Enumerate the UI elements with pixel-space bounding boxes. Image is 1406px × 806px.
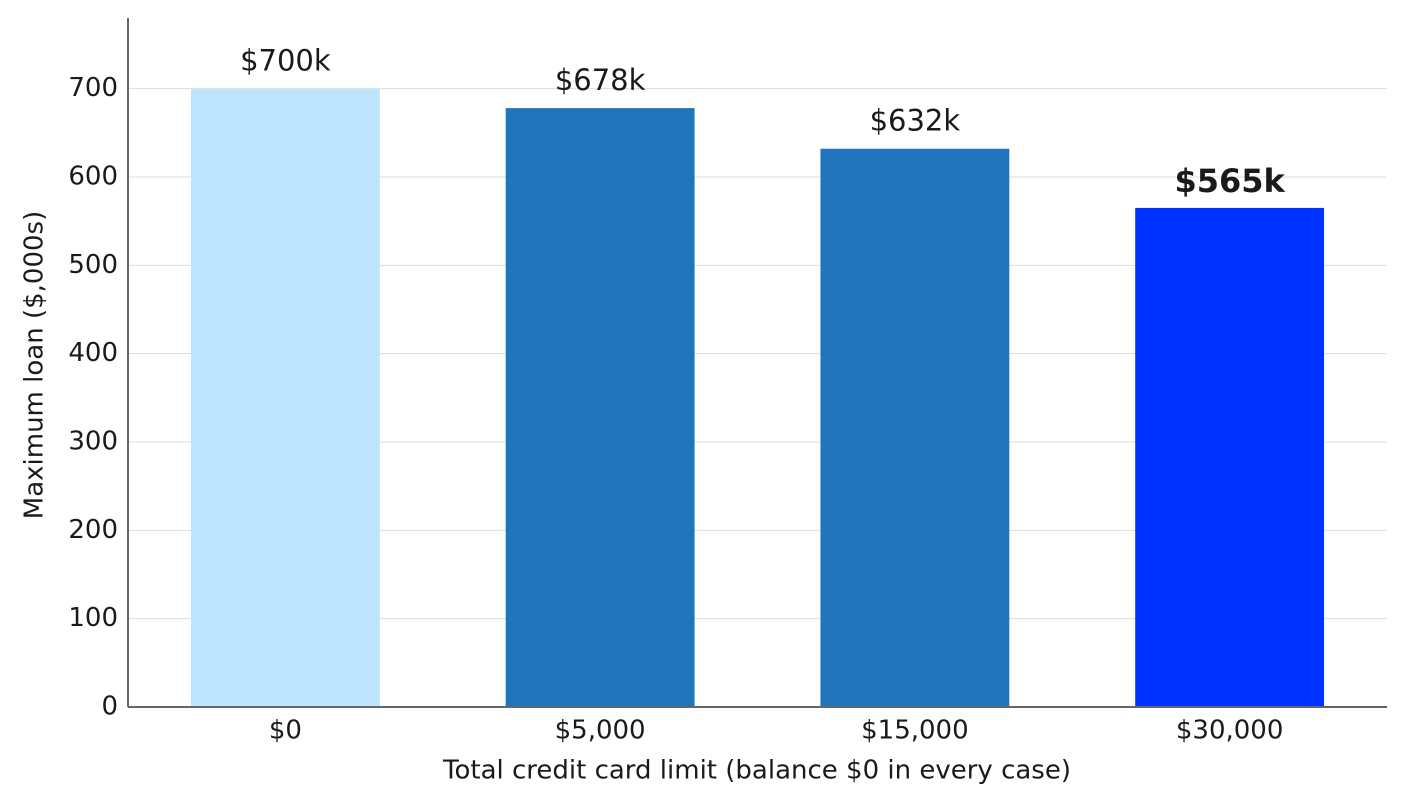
x-tick-label: $0 [269,716,302,746]
value-label: $678k [555,63,646,97]
x-tick-label: $30,000 [1176,716,1284,746]
y-tick-label: 300 [68,427,118,457]
y-tick-label: 500 [68,250,118,280]
x-axis-label: Total credit card limit (balance $0 in e… [442,756,1071,786]
x-tick-label: $15,000 [861,716,969,746]
bar [1135,207,1325,707]
value-label: $632k [870,104,961,138]
y-tick-label: 200 [68,515,118,545]
value-label: $700k [240,44,331,78]
y-tick-label: 600 [68,162,118,192]
bar [820,148,1010,707]
value-label: $565k [1174,162,1285,200]
y-tick-label: 400 [68,338,118,368]
bar [190,88,380,707]
y-tick-label: 100 [68,603,118,633]
x-tick-label: $5,000 [555,716,646,746]
bar [505,108,695,708]
y-tick-label: 700 [68,73,118,103]
y-tick-label: 0 [101,692,118,722]
y-axis-label: Maximum loan ($,000s) [20,211,50,519]
